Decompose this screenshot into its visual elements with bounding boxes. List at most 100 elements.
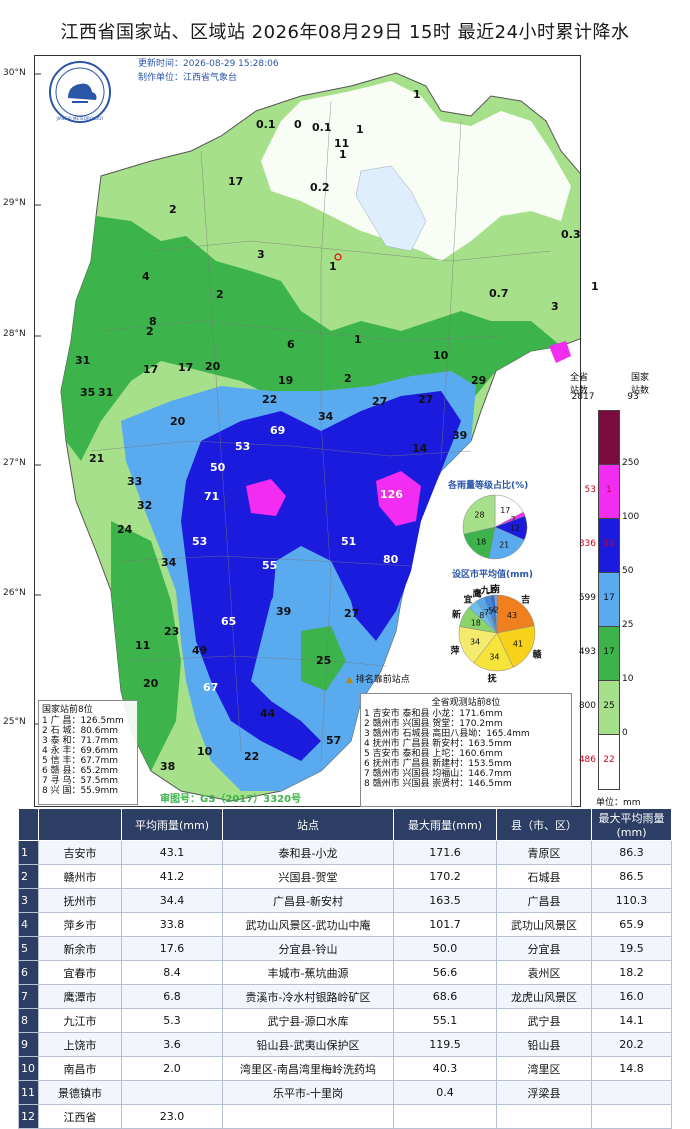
rank-all-box: 全省观测站前8位 1 吉安市 泰和县 小龙：171.6mm 2 赣州市 兴国县 … — [360, 693, 572, 807]
station-value: 1 — [329, 260, 337, 273]
pie-slice-label: 8 — [479, 611, 484, 620]
station-value: 17 — [178, 361, 194, 374]
pie-slice-label: 43 — [507, 611, 517, 620]
lat-label-25: 25°N — [3, 717, 26, 727]
station-value: 0.2 — [310, 181, 330, 194]
station-value: 0 — [294, 118, 302, 131]
table-cell: 湾里区 — [496, 1056, 592, 1081]
table-cell: 九江市 — [38, 1008, 122, 1033]
station-value: 0.7 — [489, 287, 509, 300]
lat-label-27: 27°N — [3, 458, 26, 468]
pie-slice — [488, 526, 525, 560]
legend-threshold: 250 — [622, 458, 640, 468]
legend-threshold: 25 — [622, 620, 634, 630]
station-value: 31 — [98, 386, 114, 399]
rainfall-map — [34, 55, 581, 807]
table-header-cell: 最大雨量(mm) — [393, 808, 497, 841]
table-cell: 170.2 — [393, 864, 497, 889]
pie-city-name: 吉 — [521, 593, 530, 605]
pie-slice — [496, 625, 536, 668]
table-cell — [591, 1104, 672, 1129]
legend-nat-count: 17 — [603, 593, 615, 603]
table-row: 8 九江市 5.3 武宁县-源口水库 55.1 武宁县 14.1 — [18, 1008, 672, 1033]
table-row: 5 新余市 17.6 分宜县-铃山 50.0 分宜县 19.5 — [18, 936, 672, 961]
table-cell: 65.9 — [591, 912, 672, 937]
table-cell: 7 — [18, 984, 39, 1009]
table-cell: 武功山风景区-武功山中庵 — [222, 912, 394, 937]
pie-slice-label: 18 — [476, 537, 486, 546]
legend-all-count: 599 — [578, 593, 596, 603]
rank-all-row: 6 抚州市 广昌县 新建村：153.5mm — [364, 759, 512, 769]
table-cell: 119.5 — [393, 1032, 497, 1057]
table-row: 3 抚州市 34.4 广昌县-新安村 163.5 广昌县 110.3 — [18, 888, 672, 913]
station-value: 22 — [262, 393, 278, 406]
rank-national-row: 7 寻 乌：57.5mm — [42, 776, 119, 786]
pie-city-title: 设区市平均值(mm) — [452, 570, 533, 580]
legend-col-nat: 国家 站数 — [630, 373, 649, 396]
station-value: 1 — [356, 123, 364, 136]
zone-magenta-2 — [246, 479, 286, 516]
table-row: 7 鹰潭市 6.8 贵溪市-冷水村银路岭矿区 68.6 龙虎山风景区 16.0 — [18, 984, 672, 1009]
table-cell — [393, 1104, 497, 1129]
zone-green-inner — [301, 626, 346, 691]
legend-nat-count: 11 — [603, 539, 615, 549]
triangle-icon: ▲ — [346, 675, 353, 685]
table-cell: 青原区 — [496, 840, 592, 865]
legend-threshold: 100 — [622, 512, 640, 522]
table-header-cell: 最大平均雨量(mm) — [591, 808, 672, 841]
table-cell: 铅山县-武夷山保护区 — [222, 1032, 394, 1057]
table-cell: 2.0 — [121, 1056, 223, 1081]
table-row: 6 宜春市 8.4 丰城市-蕉坑曲源 56.6 袁州区 18.2 — [18, 960, 672, 985]
lat-label-30: 30°N — [3, 68, 26, 78]
station-value: 8 — [149, 315, 157, 328]
legend-col-all: 全省 站数 — [569, 373, 588, 396]
rank-all-row: 5 吉安市 泰和县 上坨：160.6mm — [364, 749, 503, 759]
table-cell: 3.6 — [121, 1032, 223, 1057]
table-cell: 6.8 — [121, 984, 223, 1009]
table-cell: 3 — [18, 888, 39, 913]
table-body: 1 吉安市 43.1 泰和县-小龙 171.6 青原区 86.3 2 赣州市 41.2 兴国县-贺堂… — [18, 840, 672, 1129]
pie-city-name: 新 — [452, 608, 461, 620]
station-value: 38 — [160, 760, 176, 773]
table-cell: 110.3 — [591, 888, 672, 913]
pie-slice-label: 17 — [500, 506, 510, 515]
rank-national-row: 6 赣 县：65.2mm — [42, 766, 119, 776]
station-value: 3 — [551, 300, 559, 313]
station-value: 20 — [170, 415, 186, 428]
station-value: 2 — [169, 203, 177, 216]
table-cell: 12 — [18, 1104, 39, 1129]
station-value: 3 — [257, 248, 265, 261]
table-row: 12 江西省 23.0 — [18, 1104, 672, 1129]
table-cell: 兴国县-贺堂 — [222, 864, 394, 889]
station-value: 27 — [418, 393, 434, 406]
table-cell: 武宁县 — [496, 1008, 592, 1033]
table-cell: 6 — [18, 960, 39, 985]
legend-nat-count: 22 — [603, 755, 615, 765]
station-value: 51 — [341, 535, 357, 548]
lat-label-26: 26°N — [3, 588, 26, 598]
table-cell: 泰和县-小龙 — [222, 840, 394, 865]
logo-text: JIANGXI METEOROLOGY — [56, 116, 105, 121]
legend-all-count: 800 — [578, 701, 596, 711]
station-value: 22 — [244, 750, 260, 763]
station-value: 19 — [278, 374, 294, 387]
table-cell: 广昌县-新安村 — [222, 888, 394, 913]
legend-all-total: 2817 — [571, 392, 595, 402]
table-cell: 萍乡市 — [38, 912, 122, 937]
pie-slice-label: 7 — [484, 608, 489, 617]
producer: 制作单位：江西省气象台 — [138, 73, 238, 83]
lat-label-28: 28°N — [3, 329, 26, 339]
rank-national-row: 8 兴 国：55.9mm — [42, 786, 119, 796]
table-cell: 分宜县 — [496, 936, 592, 961]
table-cell: 33.8 — [121, 912, 223, 937]
table-cell: 1 — [18, 840, 39, 865]
station-value: 11 — [135, 639, 151, 652]
station-value: 0.3 — [561, 228, 581, 241]
table-cell: 41.2 — [121, 864, 223, 889]
station-value: 23 — [164, 625, 180, 638]
station-value: 17 — [228, 175, 244, 188]
table-header-cell: 平均雨量(mm) — [121, 808, 223, 841]
table-cell: 分宜县-铃山 — [222, 936, 394, 961]
rank-marker-note-text: 排名靠前站点 — [355, 675, 410, 685]
table-header-cell — [18, 808, 39, 841]
